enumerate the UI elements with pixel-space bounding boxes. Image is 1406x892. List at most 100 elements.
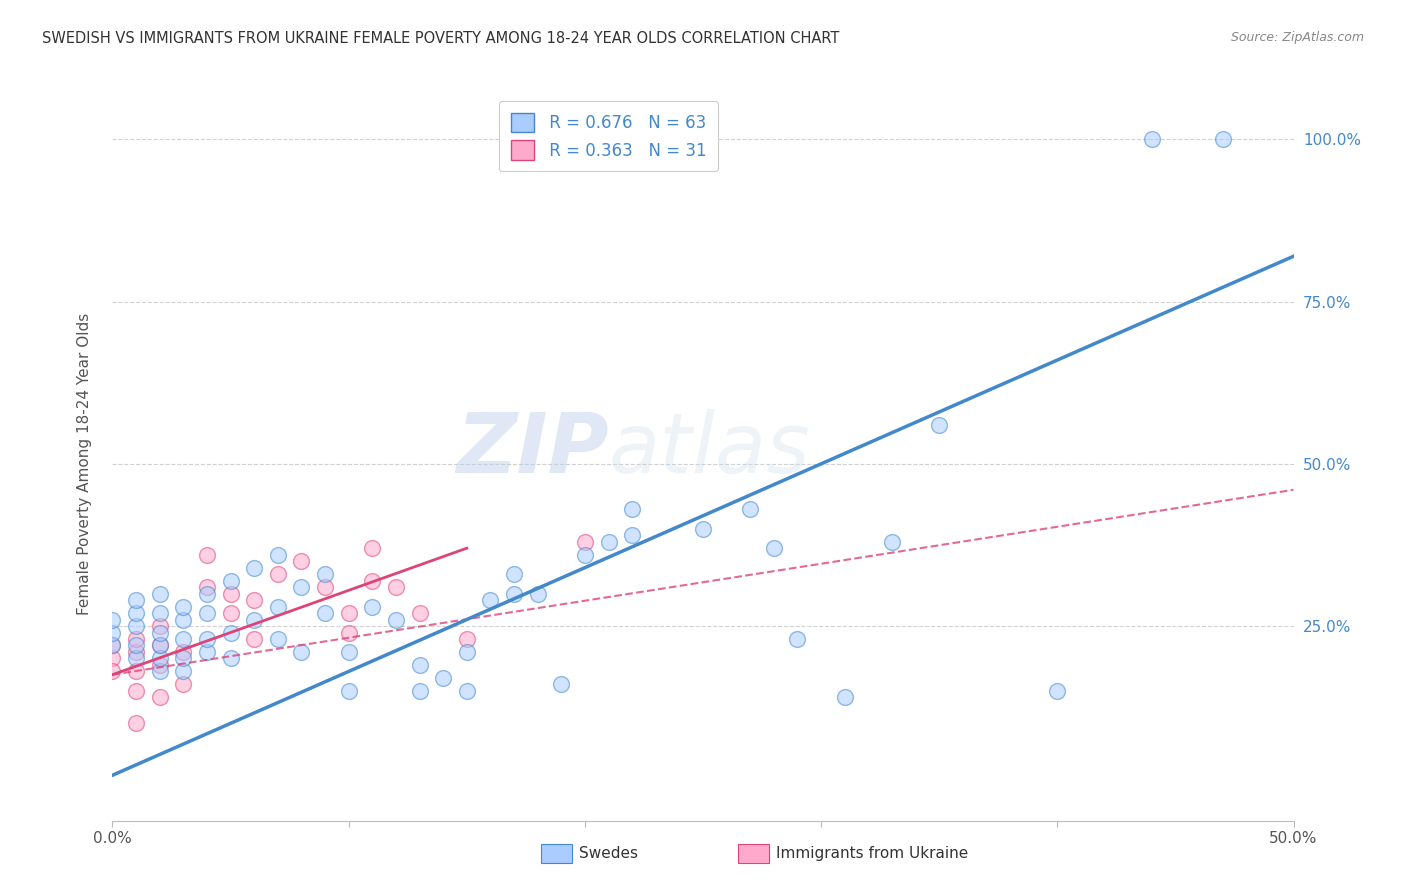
Point: [195, 606, 218, 620]
Y-axis label: Female Poverty Among 18-24 Year Olds: Female Poverty Among 18-24 Year Olds: [77, 313, 91, 615]
Point: [195, 645, 218, 659]
Point: [267, 567, 290, 582]
Point: [337, 684, 360, 698]
Point: [101, 625, 124, 640]
Point: [195, 580, 218, 594]
Point: [1140, 132, 1163, 146]
Point: [125, 684, 148, 698]
Point: [456, 645, 478, 659]
Point: [195, 586, 218, 600]
Point: [195, 632, 218, 646]
Point: [243, 632, 266, 646]
Point: [149, 651, 172, 665]
Point: [195, 548, 218, 562]
Text: Swedes: Swedes: [579, 847, 638, 861]
Point: [479, 593, 502, 607]
Point: [125, 593, 148, 607]
Point: [1046, 684, 1069, 698]
Point: [456, 632, 478, 646]
Text: atlas: atlas: [609, 409, 810, 490]
Point: [550, 677, 572, 691]
Text: SWEDISH VS IMMIGRANTS FROM UKRAINE FEMALE POVERTY AMONG 18-24 YEAR OLDS CORRELAT: SWEDISH VS IMMIGRANTS FROM UKRAINE FEMAL…: [42, 31, 839, 46]
Point: [880, 534, 903, 549]
Point: [314, 580, 336, 594]
Point: [503, 567, 526, 582]
Point: [361, 599, 384, 614]
Point: [503, 586, 526, 600]
Point: [149, 586, 172, 600]
Point: [314, 606, 336, 620]
Point: [149, 665, 172, 679]
Point: [786, 632, 808, 646]
Point: [408, 684, 430, 698]
Point: [125, 716, 148, 731]
Text: ZIP: ZIP: [456, 409, 609, 490]
Point: [692, 522, 714, 536]
Point: [149, 690, 172, 705]
Point: [172, 613, 194, 627]
Point: [290, 645, 312, 659]
Point: [101, 665, 124, 679]
Point: [385, 613, 408, 627]
Point: [125, 632, 148, 646]
Point: [149, 625, 172, 640]
Point: [172, 665, 194, 679]
Point: [172, 651, 194, 665]
Point: [149, 619, 172, 633]
Point: [219, 606, 242, 620]
Point: [243, 560, 266, 574]
Point: [125, 619, 148, 633]
Point: [928, 417, 950, 432]
Point: [125, 639, 148, 653]
Point: [172, 599, 194, 614]
Point: [834, 690, 856, 705]
Point: [149, 606, 172, 620]
Point: [337, 625, 360, 640]
Point: [243, 593, 266, 607]
Point: [149, 639, 172, 653]
Point: [314, 567, 336, 582]
Point: [172, 645, 194, 659]
Point: [290, 580, 312, 594]
Text: Source: ZipAtlas.com: Source: ZipAtlas.com: [1230, 31, 1364, 45]
Point: [219, 625, 242, 640]
Point: [337, 645, 360, 659]
Point: [740, 502, 762, 516]
Point: [385, 580, 408, 594]
Legend:  R = 0.676   N = 63,  R = 0.363   N = 31: R = 0.676 N = 63, R = 0.363 N = 31: [499, 101, 718, 171]
Point: [267, 632, 290, 646]
Point: [621, 528, 644, 542]
Point: [456, 684, 478, 698]
Point: [125, 606, 148, 620]
Text: Immigrants from Ukraine: Immigrants from Ukraine: [776, 847, 969, 861]
Point: [361, 541, 384, 556]
Point: [172, 632, 194, 646]
Point: [290, 554, 312, 568]
Point: [219, 651, 242, 665]
Point: [267, 548, 290, 562]
Point: [219, 574, 242, 588]
Point: [125, 645, 148, 659]
Point: [267, 599, 290, 614]
Point: [762, 541, 785, 556]
Point: [361, 574, 384, 588]
Point: [219, 586, 242, 600]
Point: [432, 671, 454, 685]
Point: [101, 639, 124, 653]
Point: [1212, 132, 1234, 146]
Point: [101, 651, 124, 665]
Point: [125, 651, 148, 665]
Point: [149, 657, 172, 672]
Point: [526, 586, 548, 600]
Point: [408, 657, 430, 672]
Point: [408, 606, 430, 620]
Point: [574, 548, 596, 562]
Point: [598, 534, 620, 549]
Point: [101, 639, 124, 653]
Point: [243, 613, 266, 627]
Point: [574, 534, 596, 549]
Point: [101, 613, 124, 627]
Point: [621, 502, 644, 516]
Point: [125, 665, 148, 679]
Point: [337, 606, 360, 620]
